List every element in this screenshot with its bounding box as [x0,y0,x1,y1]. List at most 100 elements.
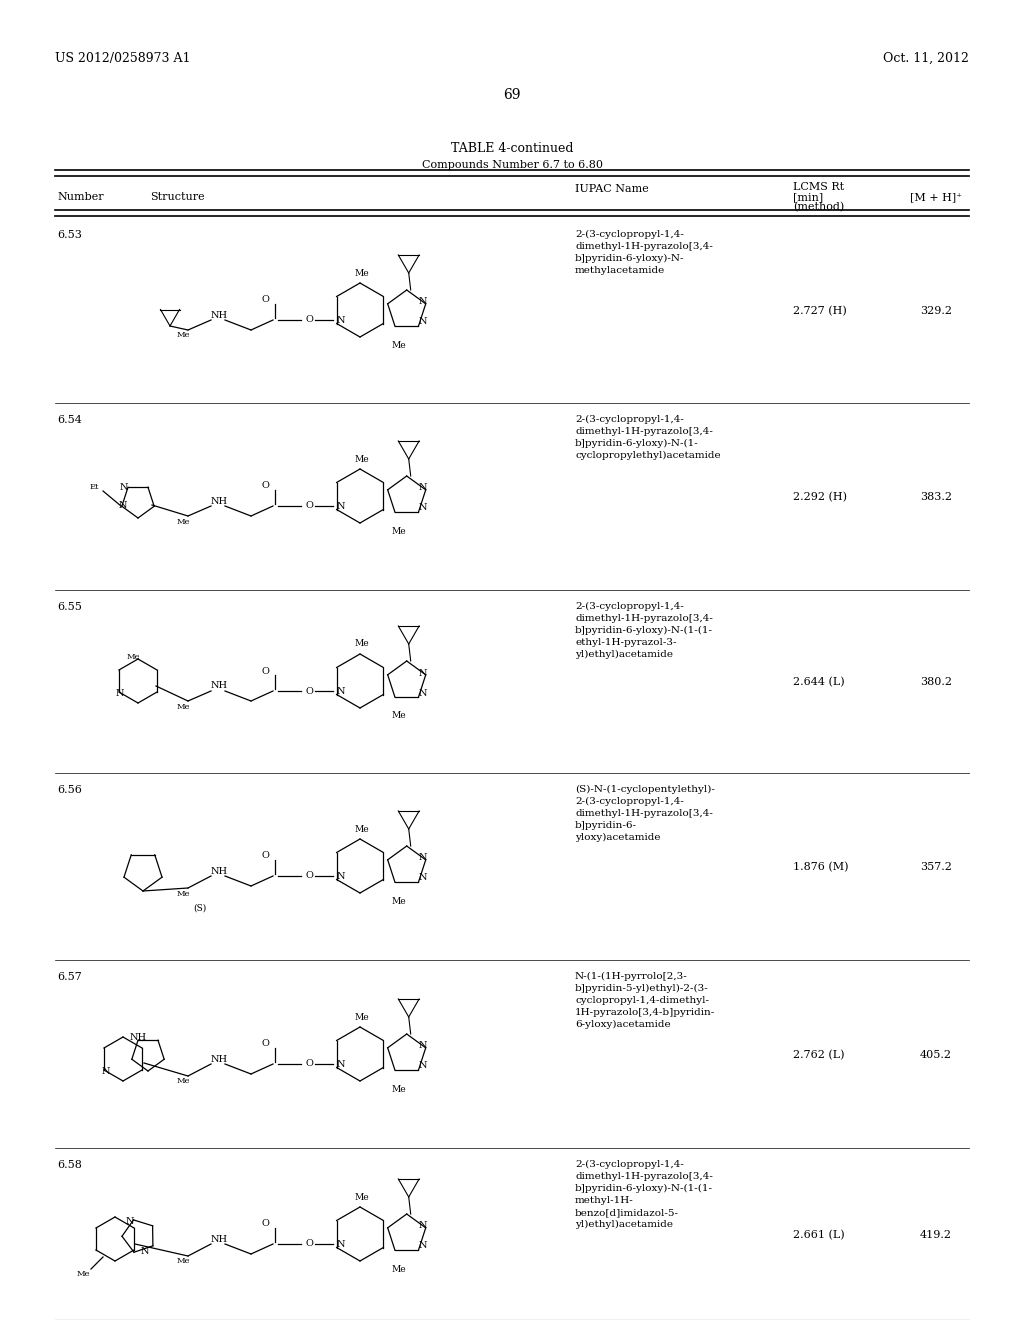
Text: Me: Me [126,653,139,661]
Text: 2.292 (H): 2.292 (H) [793,492,847,503]
Text: N: N [337,873,345,882]
Text: Me: Me [354,268,370,277]
Text: ethyl-1H-pyrazol-3-: ethyl-1H-pyrazol-3- [575,638,677,647]
Text: Me: Me [354,1192,370,1201]
Text: N: N [337,503,345,511]
Text: Me: Me [176,331,189,339]
Text: 2-(3-cyclopropyl-1,4-: 2-(3-cyclopropyl-1,4- [575,1160,684,1170]
Text: yloxy)acetamide: yloxy)acetamide [575,833,660,842]
Text: NH: NH [211,310,227,319]
Text: Number: Number [57,191,103,202]
Text: 383.2: 383.2 [920,492,952,502]
Text: Compounds Number 6.7 to 6.80: Compounds Number 6.7 to 6.80 [422,160,602,170]
Text: dimethyl-1H-pyrazolo[3,4-: dimethyl-1H-pyrazolo[3,4- [575,809,713,818]
Text: Me: Me [354,454,370,463]
Text: O: O [305,686,313,696]
Text: O: O [261,1040,269,1048]
Text: Et: Et [89,483,98,491]
Text: Me: Me [176,517,189,525]
Text: N: N [419,503,427,512]
Text: US 2012/0258973 A1: US 2012/0258973 A1 [55,51,190,65]
Text: O: O [261,1220,269,1229]
Text: Me: Me [176,1077,189,1085]
Text: cyclopropyl-1,4-dimethyl-: cyclopropyl-1,4-dimethyl- [575,997,709,1005]
Text: TABLE 4-continued: TABLE 4-continued [451,143,573,154]
Text: Me: Me [391,711,407,721]
Text: 2.661 (L): 2.661 (L) [793,1230,845,1241]
Text: 6.56: 6.56 [57,785,82,795]
Text: Me: Me [391,527,407,536]
Text: N: N [419,874,427,883]
Text: N-(1-(1H-pyrrolo[2,3-: N-(1-(1H-pyrrolo[2,3- [575,972,688,981]
Text: 2-(3-cyclopropyl-1,4-: 2-(3-cyclopropyl-1,4- [575,602,684,611]
Text: methylacetamide: methylacetamide [575,267,666,275]
Text: b]pyridin-6-: b]pyridin-6- [575,821,637,830]
Text: 2.727 (H): 2.727 (H) [793,306,847,317]
Text: 6.54: 6.54 [57,414,82,425]
Text: yl)ethyl)acetamide: yl)ethyl)acetamide [575,1220,673,1229]
Text: Me: Me [176,890,189,898]
Text: N: N [419,689,427,697]
Text: O: O [305,502,313,511]
Text: LCMS Rt: LCMS Rt [793,182,844,191]
Text: O: O [261,482,269,491]
Text: yl)ethyl)acetamide: yl)ethyl)acetamide [575,649,673,659]
Text: N: N [419,854,427,862]
Text: Structure: Structure [150,191,205,202]
Text: 329.2: 329.2 [920,306,952,315]
Text: (S): (S) [194,903,207,912]
Text: N: N [337,688,345,697]
Text: 6.57: 6.57 [57,972,82,982]
Text: b]pyridin-6-yloxy)-N-: b]pyridin-6-yloxy)-N- [575,253,684,263]
Text: O: O [305,871,313,880]
Text: 2-(3-cyclopropyl-1,4-: 2-(3-cyclopropyl-1,4- [575,797,684,807]
Text: N: N [419,1242,427,1250]
Text: O: O [305,1060,313,1068]
Text: [min]: [min] [793,191,823,202]
Text: N: N [116,689,124,697]
Text: Me: Me [354,825,370,833]
Text: IUPAC Name: IUPAC Name [575,183,649,194]
Text: N: N [419,668,427,677]
Text: Oct. 11, 2012: Oct. 11, 2012 [883,51,969,65]
Text: NH: NH [211,1055,227,1064]
Text: NH: NH [211,496,227,506]
Text: N: N [419,297,427,306]
Text: N: N [126,1217,134,1226]
Text: 2-(3-cyclopropyl-1,4-: 2-(3-cyclopropyl-1,4- [575,230,684,239]
Text: NH: NH [211,866,227,875]
Text: dimethyl-1H-pyrazolo[3,4-: dimethyl-1H-pyrazolo[3,4- [575,614,713,623]
Text: 69: 69 [503,88,521,102]
Text: 2-(3-cyclopropyl-1,4-: 2-(3-cyclopropyl-1,4- [575,414,684,424]
Text: Me: Me [391,341,407,350]
Text: N: N [419,1061,427,1071]
Text: 6-yloxy)acetamide: 6-yloxy)acetamide [575,1020,671,1030]
Text: O: O [261,296,269,305]
Text: N: N [101,1068,111,1077]
Text: benzo[d]imidazol-5-: benzo[d]imidazol-5- [575,1208,679,1217]
Text: (method): (method) [793,202,844,213]
Text: O: O [305,315,313,325]
Text: (S)-N-(1-cyclopentylethyl)-: (S)-N-(1-cyclopentylethyl)- [575,785,715,795]
Text: O: O [261,667,269,676]
Text: O: O [305,1239,313,1249]
Text: dimethyl-1H-pyrazolo[3,4-: dimethyl-1H-pyrazolo[3,4- [575,1172,713,1181]
Text: NH: NH [211,1234,227,1243]
Text: Me: Me [76,1270,90,1278]
Text: Me: Me [391,1085,407,1093]
Text: N: N [140,1247,150,1257]
Text: 2.644 (L): 2.644 (L) [793,677,845,688]
Text: O: O [261,851,269,861]
Text: b]pyridin-5-yl)ethyl)-2-(3-: b]pyridin-5-yl)ethyl)-2-(3- [575,983,709,993]
Text: N: N [337,317,345,325]
Text: N: N [119,502,127,511]
Text: methyl-1H-: methyl-1H- [575,1196,634,1205]
Text: N: N [120,483,128,492]
Text: 419.2: 419.2 [920,1230,952,1239]
Text: 357.2: 357.2 [920,862,952,873]
Text: N: N [337,1060,345,1069]
Text: Me: Me [391,1265,407,1274]
Text: dimethyl-1H-pyrazolo[3,4-: dimethyl-1H-pyrazolo[3,4- [575,426,713,436]
Text: 6.58: 6.58 [57,1160,82,1170]
Text: N: N [337,1241,345,1249]
